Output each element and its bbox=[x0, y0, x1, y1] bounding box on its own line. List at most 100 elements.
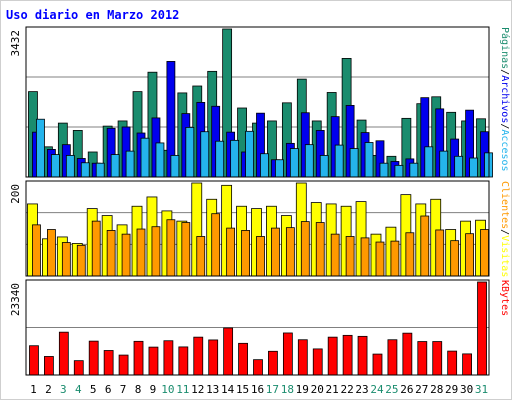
bar-clientes-day-9 bbox=[151, 226, 161, 277]
x-tick-label: 28 bbox=[430, 383, 443, 396]
bar-kbytes-day-25 bbox=[387, 339, 398, 376]
x-tick-label: 30 bbox=[460, 383, 473, 396]
bar-accesos-day-15 bbox=[245, 130, 254, 178]
x-tick-label: 12 bbox=[191, 383, 204, 396]
legend-entry: / bbox=[499, 69, 510, 75]
bar-kbytes-day-27 bbox=[417, 341, 428, 376]
bar-accesos-day-6 bbox=[110, 154, 120, 178]
legend-entry: KBytes bbox=[499, 280, 510, 316]
panel-border bbox=[25, 279, 490, 376]
bar-clientes-day-10 bbox=[166, 219, 176, 277]
bar-accesos-day-22 bbox=[349, 148, 359, 178]
bar-accesos-day-20 bbox=[319, 155, 329, 178]
bar-clientes-day-30 bbox=[465, 233, 474, 277]
bar-clientes-day-3 bbox=[61, 242, 71, 277]
legend-entry: / bbox=[499, 123, 510, 129]
bar-kbytes-day-13 bbox=[208, 339, 219, 376]
panel-border bbox=[25, 180, 490, 277]
legend-entry: Visitas bbox=[499, 235, 510, 277]
bar-clientes-day-2 bbox=[47, 229, 56, 277]
chart-panels: 3432 200 23340 bbox=[9, 26, 493, 376]
x-tick-label: 6 bbox=[105, 383, 112, 396]
bar-kbytes-day-2 bbox=[44, 356, 54, 376]
x-tick-label: 7 bbox=[120, 383, 127, 396]
bar-kbytes-day-26 bbox=[402, 332, 413, 376]
x-tick-label: 8 bbox=[135, 383, 142, 396]
bar-accesos-day-7 bbox=[125, 150, 135, 178]
bar-kbytes-day-21 bbox=[327, 336, 338, 376]
bar-clientes-day-5 bbox=[91, 220, 101, 277]
x-tick-label: 5 bbox=[90, 383, 97, 396]
panel-1: 3432 bbox=[9, 26, 493, 178]
bar-kbytes-day-29 bbox=[447, 350, 458, 376]
x-tick-label: 25 bbox=[385, 383, 398, 396]
x-tick-label: 26 bbox=[400, 383, 413, 396]
bar-kbytes-day-10 bbox=[163, 340, 174, 376]
bar-accesos-day-23 bbox=[364, 142, 374, 178]
legend-entry: Páginas bbox=[499, 27, 511, 69]
bar-clientes-day-20 bbox=[315, 222, 325, 277]
bar-accesos-day-9 bbox=[155, 142, 165, 178]
chart-title: Uso diario en Marzo 2012 bbox=[6, 8, 179, 22]
bar-accesos-day-28 bbox=[439, 150, 449, 178]
legend-entry: Clientes bbox=[499, 181, 510, 229]
bar-accesos-day-1 bbox=[36, 118, 45, 178]
bar-clientes-day-25 bbox=[390, 240, 400, 277]
bar-kbytes-day-9 bbox=[148, 346, 159, 376]
x-tick-label: 3 bbox=[60, 383, 67, 396]
bar-kbytes-day-19 bbox=[297, 339, 308, 376]
bar-kbytes-day-1 bbox=[29, 345, 39, 376]
x-tick-label: 23 bbox=[355, 383, 368, 396]
x-tick-label: 14 bbox=[221, 383, 235, 396]
x-tick-label: 31 bbox=[475, 383, 488, 396]
x-tick-label: 4 bbox=[75, 383, 82, 396]
bar-kbytes-day-15 bbox=[238, 342, 248, 376]
x-tick-label: 16 bbox=[251, 383, 264, 396]
bar-kbytes-day-30 bbox=[462, 353, 472, 376]
bar-clientes-day-14 bbox=[226, 227, 236, 277]
bar-accesos-day-19 bbox=[304, 144, 314, 178]
bar-clientes-day-22 bbox=[345, 236, 355, 277]
bar-accesos-day-25 bbox=[394, 164, 404, 178]
x-tick-label: 11 bbox=[176, 383, 189, 396]
y-max-label: 23340 bbox=[9, 283, 22, 316]
bar-kbytes-day-3 bbox=[58, 331, 69, 376]
bar-kbytes-day-22 bbox=[342, 334, 353, 376]
bar-accesos-day-27 bbox=[424, 146, 434, 178]
x-tick-label: 13 bbox=[206, 383, 219, 396]
bar-clientes-day-29 bbox=[450, 240, 460, 277]
bar-clientes-day-4 bbox=[76, 244, 86, 277]
bar-accesos-day-26 bbox=[409, 162, 419, 178]
bar-accesos-day-29 bbox=[454, 155, 464, 178]
bar-accesos-day-10 bbox=[170, 155, 180, 178]
x-tick-label: 27 bbox=[415, 383, 428, 396]
bar-accesos-day-16 bbox=[260, 153, 269, 178]
x-tick-label: 18 bbox=[281, 383, 294, 396]
x-tick-label: 21 bbox=[326, 383, 339, 396]
legend-entry: Accesos bbox=[499, 129, 510, 171]
bar-clientes-day-23 bbox=[360, 237, 370, 277]
bar-accesos-day-2 bbox=[51, 154, 60, 178]
bar-accesos-day-24 bbox=[379, 162, 389, 178]
x-tick-label: 24 bbox=[370, 383, 384, 396]
bar-accesos-day-17 bbox=[275, 159, 284, 178]
bar-clientes-day-19 bbox=[300, 221, 310, 277]
x-tick-label: 1 bbox=[30, 383, 37, 396]
bar-kbytes-day-28 bbox=[432, 341, 443, 376]
bar-kbytes-day-7 bbox=[118, 354, 129, 376]
panel-border bbox=[25, 26, 490, 178]
x-tick-label: 15 bbox=[236, 383, 249, 396]
panel-2: 200 bbox=[9, 180, 490, 277]
bar-clientes-day-8 bbox=[136, 228, 146, 277]
bar-accesos-day-12 bbox=[200, 131, 210, 178]
bar-accesos-day-14 bbox=[230, 139, 240, 178]
bar-clientes-day-31 bbox=[480, 229, 489, 277]
bar-accesos-day-8 bbox=[140, 137, 150, 178]
bar-accesos-day-5 bbox=[95, 162, 105, 178]
bar-clientes-day-16 bbox=[256, 236, 265, 277]
bar-clientes-day-24 bbox=[375, 241, 385, 277]
bar-kbytes-day-20 bbox=[312, 348, 323, 376]
bar-clientes-day-28 bbox=[435, 229, 445, 277]
bar-kbytes-day-12 bbox=[193, 336, 204, 376]
